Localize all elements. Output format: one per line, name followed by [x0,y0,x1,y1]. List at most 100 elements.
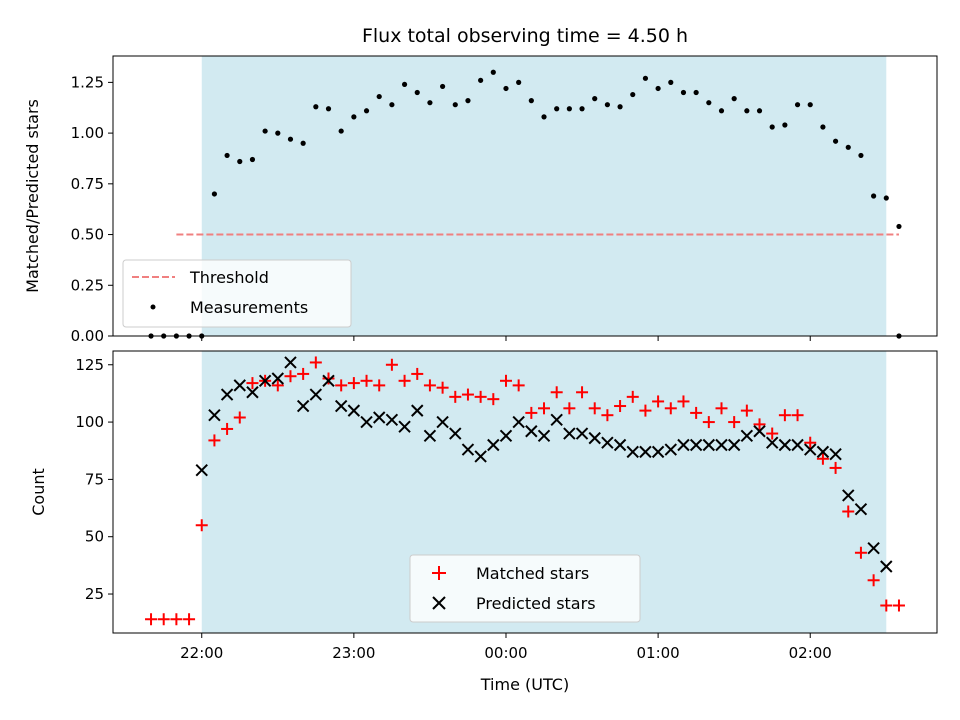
measurement-point [224,152,230,159]
measurement-point [845,144,851,150]
matched-star-point [360,374,373,387]
matched-star-point [778,409,791,422]
bottom-y-axis-label: Count [29,468,48,516]
predicted-star-point [309,388,323,401]
predicted-star-point [854,502,868,516]
y-tick-label: 100 [75,413,104,431]
legend-threshold-label: Threshold [189,268,269,287]
measurement-point [858,152,864,159]
measurement-point [680,89,687,96]
measurement-point [351,114,357,120]
matched-star-point [804,436,817,449]
measurement-point [237,158,243,165]
predicted-star-point [651,445,665,459]
matched-star-point [880,599,893,612]
measurement-point [630,91,636,98]
matched-star-point [233,411,246,424]
predicted-star-point [778,438,792,452]
predicted-star-point [220,388,234,401]
top-x-axis-ticks [201,336,811,341]
matched-star-point [512,379,525,392]
top-y-axis-label: Matched/Predicted stars [23,99,42,293]
matched-star-point [461,388,474,401]
matched-star-point [702,416,715,429]
predicted-star-point [689,438,703,452]
matched-star-point [639,404,652,417]
matched-star-point [829,461,842,474]
y-tick-label: 1.25 [71,73,104,91]
measurement-point [503,85,509,92]
measurement-point [249,156,256,163]
measurement-point [401,81,408,88]
y-tick-label: 125 [75,356,104,374]
predicted-star-point [296,399,310,413]
predicted-star-point [208,408,221,422]
measurement-point [668,79,674,85]
matched-star-point [791,409,804,422]
matched-star-point [157,613,170,626]
measurement-point [528,98,534,104]
measurement-point [579,106,585,112]
predicted-star-points [195,356,893,573]
y-tick-label: 0.00 [71,327,104,345]
measurement-point [478,77,484,83]
measurement-point [465,98,471,104]
predicted-star-point [575,427,589,440]
measurement-point [807,102,813,108]
matched-star-point [652,395,665,408]
legend-measurements-label: Measurements [190,298,308,317]
legend-matched-swatch [432,566,446,580]
matched-star-point [867,574,880,587]
measurement-point [883,195,889,201]
predicted-star-point [867,541,880,555]
measurement-point [896,223,902,230]
measurement-point [592,96,598,102]
matched-star-point [183,613,196,626]
predicted-star-point [525,425,538,438]
matched-star-point [614,400,627,413]
matched-star-point [145,613,158,626]
bottom-panel: 25 50 75 100 125 22:00 23:00 00:00 01:00 02:00 C… [29,350,938,694]
measurement-point [389,102,395,108]
matched-star-point [766,427,779,440]
measurement-point [275,130,281,136]
predicted-star-point [258,374,272,388]
measurement-point [554,106,560,112]
matched-star-point [449,390,462,403]
predicted-star-point [347,404,361,417]
matched-star-point [411,367,424,380]
predicted-star-point [740,429,754,443]
measurement-point [363,108,370,114]
measurement-point [516,79,522,85]
legend-predicted-swatch [432,596,446,610]
matched-star-point [892,599,905,612]
predicted-star-point [880,560,893,573]
measurement-point [566,106,572,112]
y-tick-label: 50 [85,528,104,546]
matched-star-point [246,377,259,390]
predicted-star-point [601,436,614,449]
predicted-star-point [842,489,855,502]
x-tick-label: 22:00 [180,644,223,662]
matched-star-point [588,402,601,415]
predicted-star-point [829,447,842,461]
measurement-point [300,140,306,146]
predicted-star-point [385,413,399,426]
matched-star-point [499,374,512,387]
measurement-point [376,93,382,100]
measurement-point [782,122,788,128]
matched-star-point [170,613,183,626]
y-tick-label: 0.75 [71,175,104,193]
bottom-legend: Matched stars Predicted stars [409,554,641,623]
matched-star-point [677,395,690,408]
predicted-star-point [195,464,208,477]
measurement-point [313,104,319,110]
predicted-star-point [461,443,475,456]
matched-star-point [664,402,677,415]
matched-star-point [525,406,538,419]
legend-matched-label: Matched stars [476,564,589,583]
measurement-point [325,106,332,112]
predicted-star-point [334,399,348,413]
matched-star-point [816,452,829,465]
